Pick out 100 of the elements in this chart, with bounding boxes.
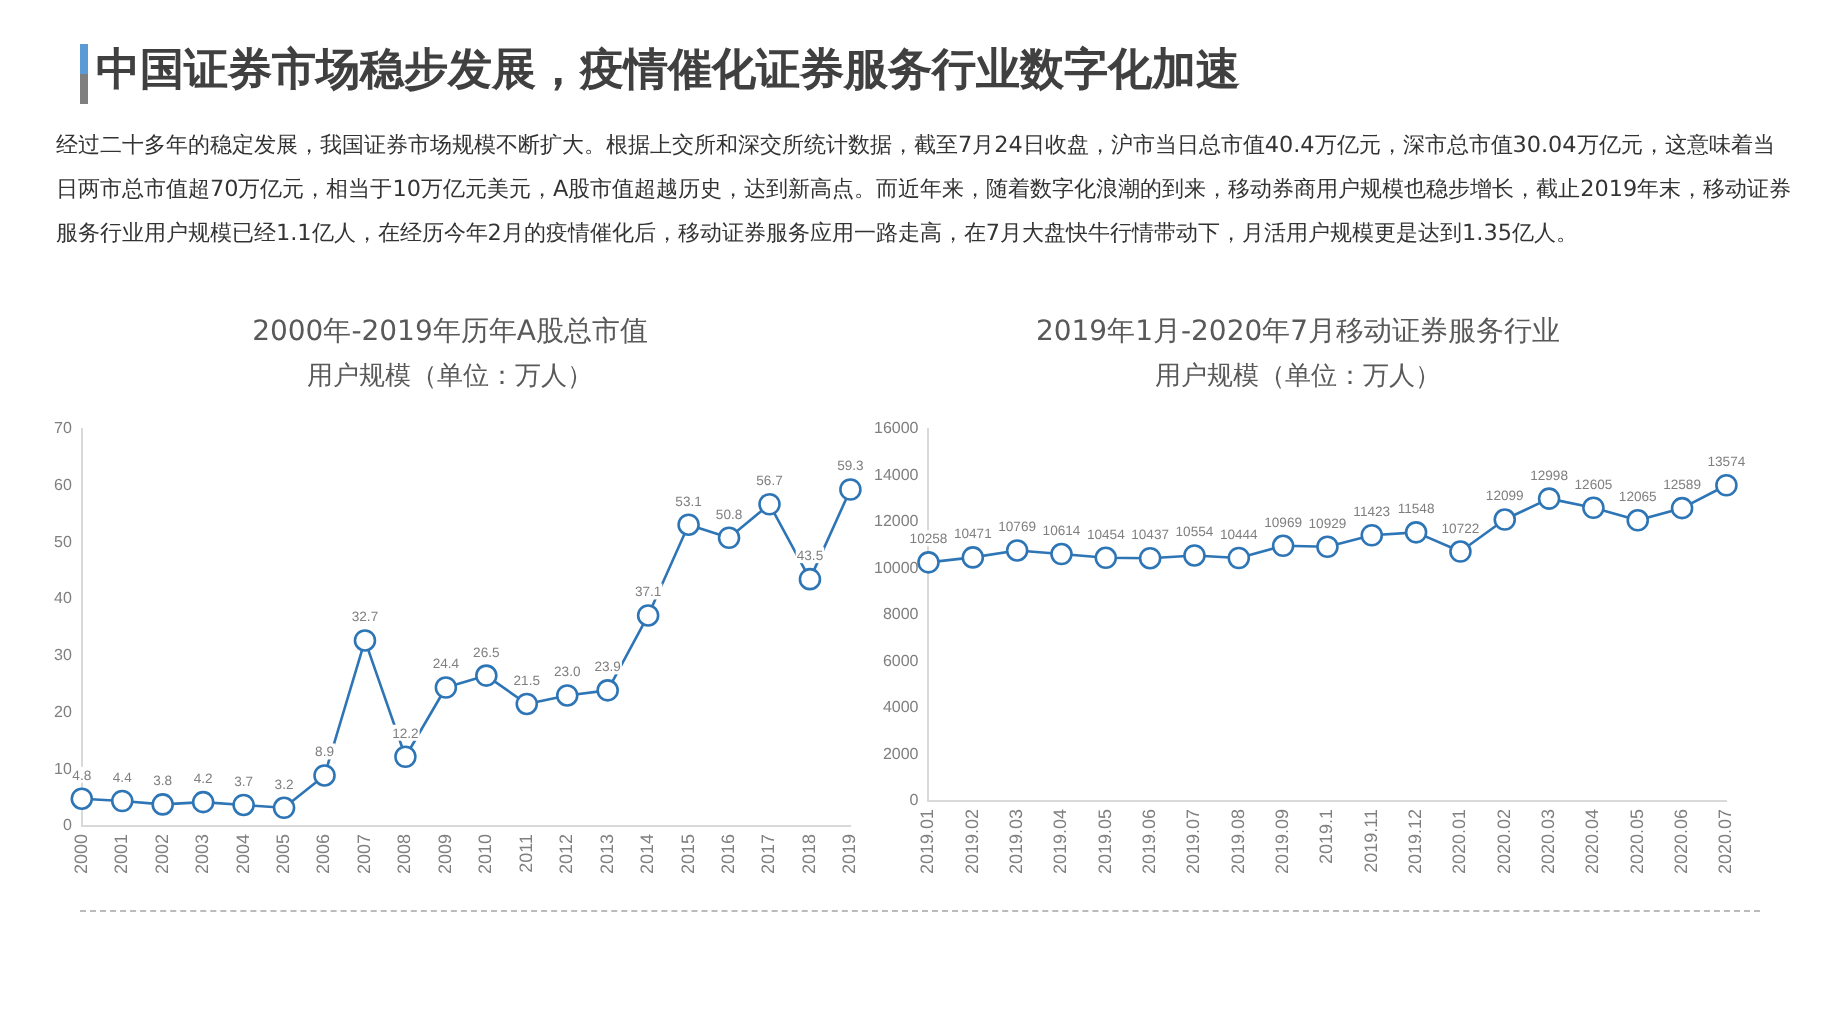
point — [1715, 473, 1738, 497]
point — [1050, 542, 1073, 566]
y-tick-label: 10000 — [873, 558, 920, 577]
point — [434, 676, 458, 699]
point — [839, 478, 862, 501]
x-tick-label: 2019.05 — [1094, 808, 1115, 875]
y-tick-label: 6000 — [882, 651, 920, 670]
x-tick-label: 2012 — [556, 833, 577, 875]
x-tick-label: 2019.01 — [917, 808, 938, 875]
x-tick-label: 2020.02 — [1493, 808, 1514, 875]
y-tick-label: 16000 — [873, 419, 920, 438]
x-tick-label: 2002 — [151, 833, 172, 875]
x-tick-label: 2019.03 — [1006, 808, 1027, 875]
point — [353, 629, 377, 652]
point — [917, 551, 940, 574]
y-tick-label: 0 — [62, 816, 73, 835]
point — [1005, 539, 1029, 562]
y-tick-label: 2000 — [882, 744, 920, 763]
point — [961, 546, 985, 569]
point — [232, 793, 255, 817]
x-tick-label: 2006 — [313, 833, 334, 875]
x-tick-label: 2008 — [394, 833, 415, 875]
x-tick-label: 2004 — [232, 833, 253, 875]
x-tick-label: 2020.03 — [1538, 808, 1559, 875]
point — [394, 745, 417, 769]
x-tick-label: 2019.12 — [1405, 808, 1426, 875]
chart-title: 2000年-2019年历年A股总市值 — [252, 316, 648, 349]
y-tick-label: 60 — [53, 475, 73, 494]
y-tick-label: 70 — [53, 419, 73, 438]
point — [636, 604, 660, 627]
y-tick-label: 8000 — [882, 605, 920, 624]
point — [515, 692, 539, 716]
x-tick-label: 2017 — [758, 833, 779, 875]
y-tick-label: 20 — [53, 702, 73, 721]
point — [1582, 496, 1605, 520]
point — [313, 764, 336, 787]
x-tick-label: 2009 — [434, 833, 455, 875]
point — [1493, 508, 1517, 531]
x-tick-label: 2019.11 — [1360, 808, 1381, 873]
point — [1316, 535, 1339, 559]
x-tick-label: 2020.01 — [1449, 808, 1470, 875]
x-tick-label: 2013 — [596, 833, 617, 875]
point — [1404, 521, 1428, 544]
y-tick-label: 4000 — [882, 698, 920, 717]
x-tick-label: 2005 — [273, 833, 294, 875]
point — [110, 789, 134, 813]
point — [798, 567, 822, 591]
x-tick-label: 2011 — [515, 833, 536, 873]
x-tick-label: 2018 — [798, 833, 819, 875]
x-tick-label: 2016 — [718, 833, 739, 875]
x-tick-label: 2020.06 — [1671, 808, 1692, 875]
y-tick-label: 50 — [53, 532, 73, 551]
point — [1271, 534, 1295, 558]
point — [555, 684, 579, 707]
x-tick-label: 2015 — [677, 833, 698, 875]
point — [1670, 496, 1694, 520]
x-tick-label: 2019.08 — [1227, 808, 1248, 875]
point — [677, 513, 700, 536]
point — [272, 796, 296, 820]
point — [1138, 546, 1162, 570]
x-tick-label: 2019.07 — [1183, 808, 1204, 875]
x-tick-label: 2007 — [353, 833, 374, 875]
chart-subtitle: 用户规模（单位：万人） — [307, 361, 593, 392]
point — [191, 790, 215, 814]
point — [717, 526, 741, 550]
point — [1360, 523, 1384, 547]
x-tick-label: 2003 — [192, 833, 213, 875]
point — [1537, 487, 1561, 510]
y-tick-label: 10 — [53, 759, 73, 778]
text: 中国证券市场稳步发展，疫情催化证券服务行业数字化加速 — [96, 43, 1242, 100]
x-tick-label: 2014 — [637, 833, 658, 875]
x-tick-label: 2019 — [839, 833, 860, 875]
y-tick-label: 30 — [53, 646, 73, 665]
text: 经过二十多年的稳定发展，我国证券市场规模不断扩大。根据上交所和深交所统计数据，截至7月24日收盘，沪市当日总市值40.4万亿元，深市总市值30.04万亿元，这意味着当日两市总市值超70万亿元，相当于10万亿元美元，A股市值超越历史，达到新高点。而近年来，随着数字化浪潮的到来，移动券商用户规模也稳步增长，截止2019年末，移动证券服务行业用户规模已经1.1亿人，在经历今年2月的疫情催化后，移动证券服务应用一路走高，在7月大盘快牛行情带动下，月活用户规模更是达到1.35亿人。 — [56, 130, 1794, 250]
x-tick-label: 2020.05 — [1626, 808, 1647, 875]
x-tick-label: 2019.04 — [1050, 808, 1071, 875]
point — [1183, 544, 1206, 567]
y-tick-label: 12000 — [873, 512, 920, 531]
point — [1094, 546, 1118, 570]
point — [1227, 546, 1251, 570]
point — [758, 492, 781, 516]
x-tick-label: 2001 — [111, 833, 132, 875]
x-tick-label: 2019.1 — [1316, 808, 1337, 864]
x-tick-label: 2020.07 — [1715, 808, 1736, 875]
point — [1449, 540, 1472, 563]
x-tick-label: 2019.06 — [1139, 808, 1160, 875]
x-tick-label: 2019.02 — [961, 808, 982, 875]
chart-subtitle: 用户规模（单位：万人） — [1155, 361, 1441, 392]
point — [1626, 509, 1650, 532]
x-tick-label: 2010 — [475, 833, 496, 875]
x-tick-label: 2020.04 — [1582, 808, 1603, 875]
point — [596, 679, 619, 702]
y-tick-label: 40 — [53, 589, 73, 608]
y-tick-label: 0 — [909, 791, 920, 810]
point — [70, 787, 94, 811]
chart-title: 2019年1月-2020年7月移动证券服务行业 — [1035, 316, 1561, 349]
y-tick-label: 14000 — [873, 465, 920, 484]
x-tick-label: 2019.09 — [1272, 808, 1293, 875]
point — [151, 793, 174, 816]
point — [475, 664, 498, 687]
